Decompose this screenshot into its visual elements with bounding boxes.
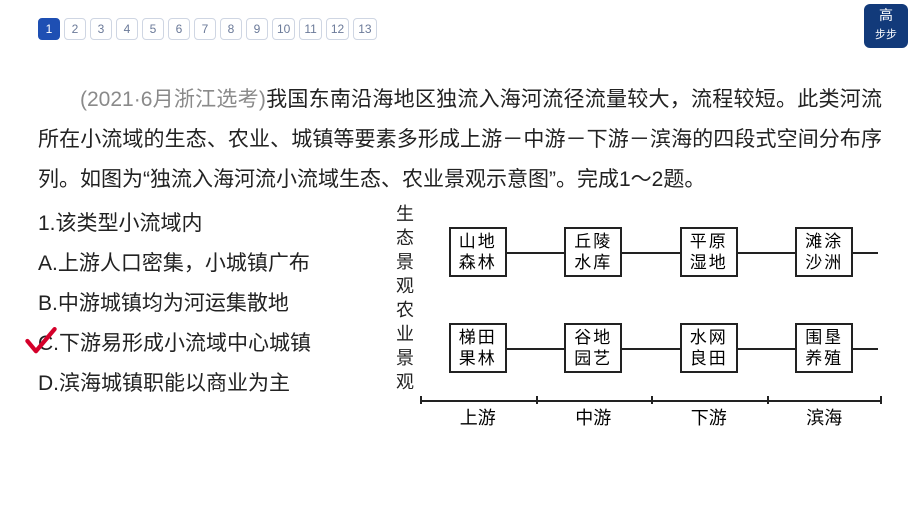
x-label-0: 上游 [460,404,496,430]
options-block: 1.该类型小流域内 A.上游人口密集，小城镇广布 B.中游城镇均为河运集散地 C… [38,204,378,404]
passage-source: (2021·6月浙江选考) [80,88,266,111]
brand-logo: 高 步步 [864,4,908,48]
option-c[interactable]: C.下游易形成小流域中心城镇 [38,324,378,364]
x-axis: 上游中游下游滨海 [420,396,882,426]
pager-btn-7[interactable]: 7 [194,18,216,40]
eco-cell-2: 平原湿地 [651,224,767,280]
x-label-2: 下游 [691,404,727,430]
pager-btn-8[interactable]: 8 [220,18,242,40]
pager-btn-2[interactable]: 2 [64,18,86,40]
logo-line2: 步步 [864,26,908,44]
pagination: 12345678910111213 [38,18,377,40]
landscape-diagram: 生态景观 山地森林 丘陵水库 平原湿地 滩涂沙洲农业景观 梯田果林 谷地园艺 水网良田 围垦养殖… [388,204,882,426]
agri-cell-0: 梯田果林 [420,320,536,376]
eco-cell-0: 山地森林 [420,224,536,280]
passage-text: (2021·6月浙江选考)我国东南沿海地区独流入海河流径流量较大，流程较短。此类… [38,80,882,200]
option-a[interactable]: A.上游人口密集，小城镇广布 [38,244,378,284]
row-label-agri: 农业景观 [391,300,417,396]
x-label-1: 中游 [575,404,611,430]
agri-box-1: 谷地园艺 [564,323,622,373]
eco-box-0: 山地森林 [449,227,507,277]
question-row: 1.该类型小流域内 A.上游人口密集，小城镇广布 B.中游城镇均为河运集散地 C… [38,204,882,426]
agri-box-3: 围垦养殖 [795,323,853,373]
pager-btn-9[interactable]: 9 [246,18,268,40]
agri-cell-3: 围垦养殖 [767,320,883,376]
pager-btn-13[interactable]: 13 [353,18,376,40]
pager-btn-11[interactable]: 11 [299,18,321,40]
eco-cell-1: 丘陵水库 [536,224,652,280]
pager-btn-5[interactable]: 5 [142,18,164,40]
agri-cell-2: 水网良田 [651,320,767,376]
pager-btn-10[interactable]: 10 [272,18,295,40]
pager-btn-6[interactable]: 6 [168,18,190,40]
question-stem: 1.该类型小流域内 [38,204,378,244]
option-d[interactable]: D.滨海城镇职能以商业为主 [38,364,378,404]
agri-box-2: 水网良田 [680,323,738,373]
x-label-3: 滨海 [806,404,842,430]
content-area: (2021·6月浙江选考)我国东南沿海地区独流入海河流径流量较大，流程较短。此类… [38,80,882,426]
logo-line1: 高 [864,8,908,26]
eco-box-2: 平原湿地 [680,227,738,277]
row-label-eco: 生态景观 [391,204,417,300]
eco-box-3: 滩涂沙洲 [795,227,853,277]
pager-btn-1[interactable]: 1 [38,18,60,40]
option-c-text: C.下游易形成小流域中心城镇 [38,332,311,355]
pager-btn-12[interactable]: 12 [326,18,349,40]
pager-btn-4[interactable]: 4 [116,18,138,40]
eco-cell-3: 滩涂沙洲 [767,224,883,280]
option-b[interactable]: B.中游城镇均为河运集散地 [38,284,378,324]
agri-cell-1: 谷地园艺 [536,320,652,376]
eco-box-1: 丘陵水库 [564,227,622,277]
agri-box-0: 梯田果林 [449,323,507,373]
pager-btn-3[interactable]: 3 [90,18,112,40]
